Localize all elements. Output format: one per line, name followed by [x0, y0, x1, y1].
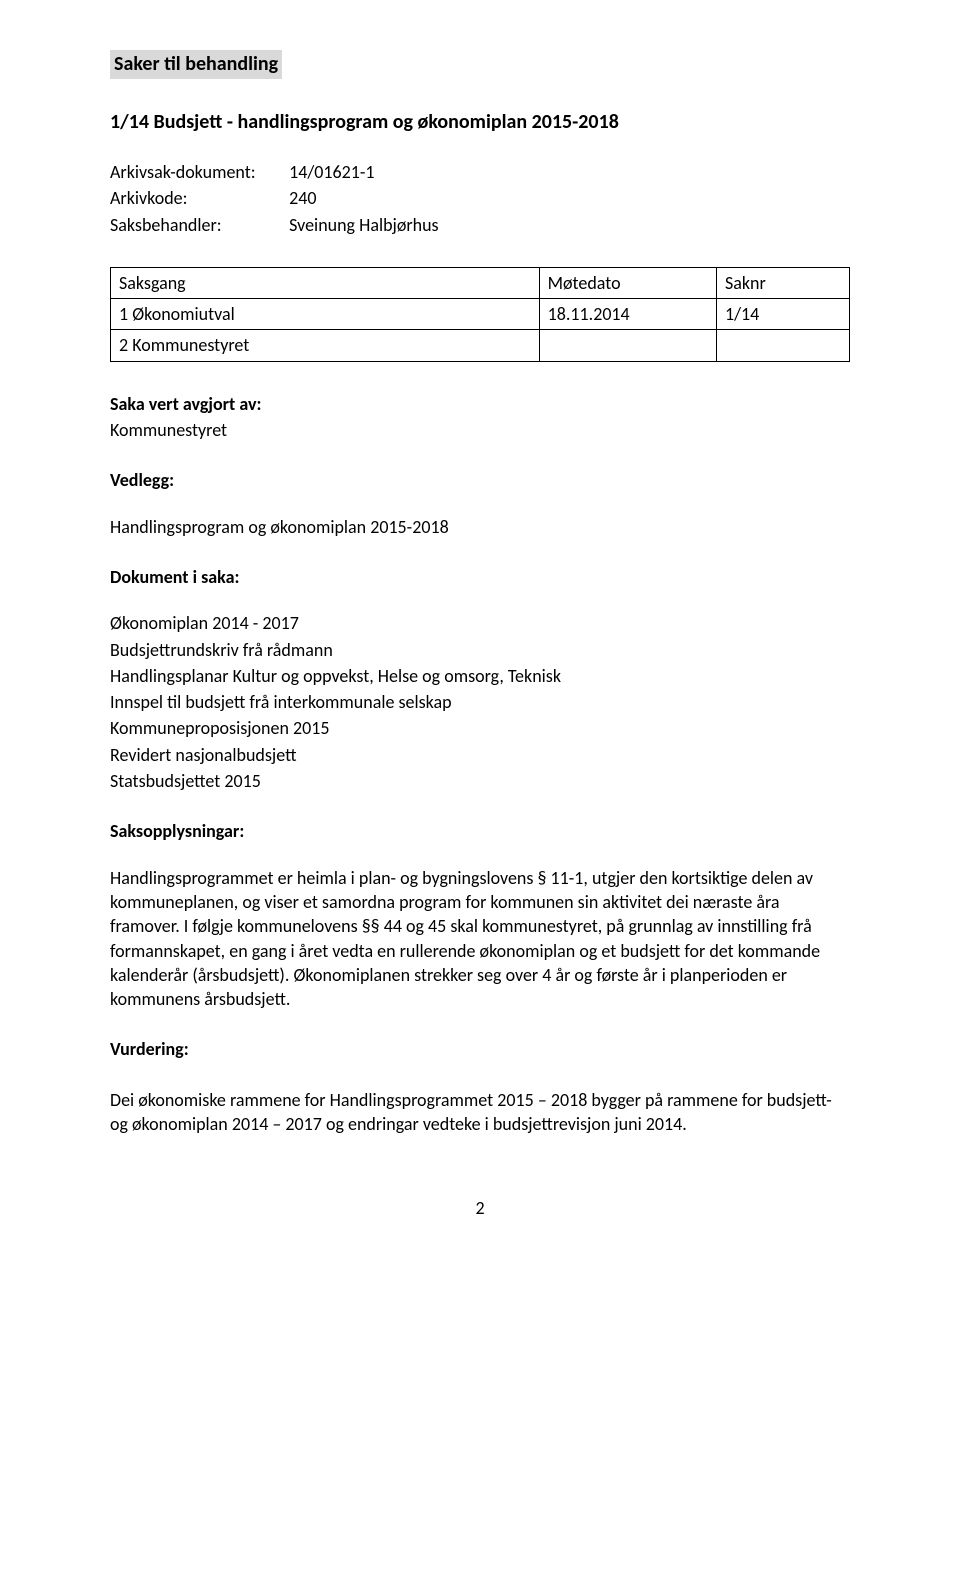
section-vurdering: Vurdering: Dei økonomiske rammene for Ha… — [110, 1037, 850, 1136]
th-motedato: Møtedato — [539, 267, 716, 298]
section-saksopplysningar: Saksopplysningar: Handlingsprogrammet er… — [110, 819, 850, 1011]
heading-avgjort: Saka vert avgjort av: — [110, 392, 850, 416]
section-vedlegg: Vedlegg: Handlingsprogram og økonomiplan… — [110, 468, 850, 539]
section-avgjort: Saka vert avgjort av: Kommunestyret — [110, 392, 850, 443]
list-item: Handlingsplanar Kultur og oppvekst, Hels… — [110, 664, 850, 688]
meta-row-saksbehandler: Saksbehandler: Sveinung Halbjørhus — [110, 213, 850, 237]
list-item: Revidert nasjonalbudsjett — [110, 743, 850, 767]
meta-row-arkivsak: Arkivsak-dokument: 14/01621-1 — [110, 160, 850, 184]
section-dokument: Dokument i saka: Økonomiplan 2014 - 2017… — [110, 565, 850, 793]
page-highlight-title: Saker til behandling — [110, 50, 282, 79]
table-row: 1 Økonomiutval 18.11.2014 1/14 — [111, 299, 850, 330]
meta-block: Arkivsak-dokument: 14/01621-1 Arkivkode:… — [110, 160, 850, 237]
heading-dokument: Dokument i saka: — [110, 565, 850, 589]
cell-saknr-1: 1/14 — [716, 299, 849, 330]
meta-value-arkivkode: 240 — [289, 187, 316, 209]
meta-row-arkivkode: Arkivkode: 240 — [110, 186, 850, 210]
heading-vurdering: Vurdering: — [110, 1037, 850, 1061]
page-number: 2 — [110, 1196, 850, 1220]
list-item: Budsjettrundskriv frå rådmann — [110, 638, 850, 662]
meta-label-saksbehandler: Saksbehandler: — [110, 213, 285, 237]
para-vurdering: Dei økonomiske rammene for Handlingsprog… — [110, 1088, 850, 1137]
case-title: 1/14 Budsjett - handlingsprogram og økon… — [110, 109, 850, 136]
para-saksopplysningar: Handlingsprogrammet er heimla i plan- og… — [110, 866, 850, 1012]
meta-label-arkivsak: Arkivsak-dokument: — [110, 160, 285, 184]
cell-name-1: 1 Økonomiutval — [111, 299, 540, 330]
heading-saksopplysningar: Saksopplysningar: — [110, 819, 850, 843]
meta-value-arkivsak: 14/01621-1 — [289, 161, 374, 183]
cell-date-2 — [539, 330, 716, 361]
table-header-row: Saksgang Møtedato Saknr — [111, 267, 850, 298]
dokument-list: Økonomiplan 2014 - 2017 Budsjettrundskri… — [110, 611, 850, 793]
heading-vedlegg: Vedlegg: — [110, 468, 850, 492]
th-saksgang: Saksgang — [111, 267, 540, 298]
body-avgjort: Kommunestyret — [110, 418, 850, 442]
meta-value-saksbehandler: Sveinung Halbjørhus — [289, 214, 439, 236]
list-item: Økonomiplan 2014 - 2017 — [110, 611, 850, 635]
list-item: Innspel til budsjett frå interkommunale … — [110, 690, 850, 714]
cell-name-2: 2 Kommunestyret — [111, 330, 540, 361]
list-item: Kommuneproposisjonen 2015 — [110, 716, 850, 740]
cell-date-1: 18.11.2014 — [539, 299, 716, 330]
table-row: 2 Kommunestyret — [111, 330, 850, 361]
meta-label-arkivkode: Arkivkode: — [110, 186, 285, 210]
body-vedlegg: Handlingsprogram og økonomiplan 2015-201… — [110, 515, 850, 539]
cell-saknr-2 — [716, 330, 849, 361]
th-saknr: Saknr — [716, 267, 849, 298]
list-item: Statsbudsjettet 2015 — [110, 769, 850, 793]
saksgang-table: Saksgang Møtedato Saknr 1 Økonomiutval 1… — [110, 267, 850, 362]
